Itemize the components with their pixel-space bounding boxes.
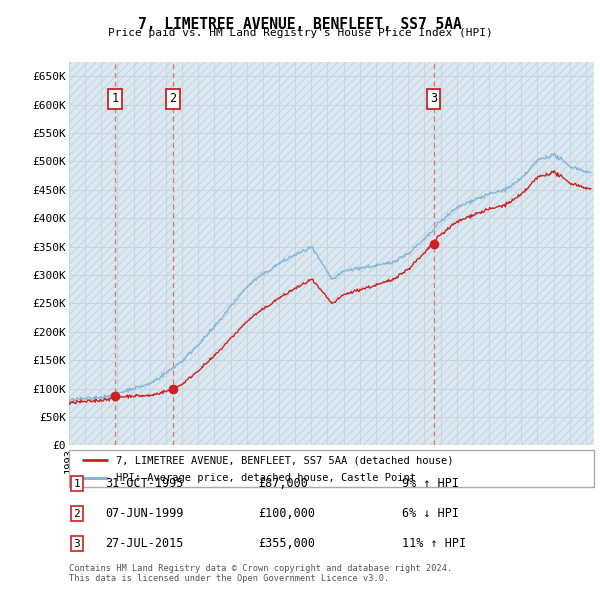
Text: £100,000: £100,000 <box>258 507 315 520</box>
Text: 6% ↓ HPI: 6% ↓ HPI <box>402 507 459 520</box>
Text: 1: 1 <box>111 93 118 106</box>
Text: 31-OCT-1995: 31-OCT-1995 <box>105 477 184 490</box>
Text: 11% ↑ HPI: 11% ↑ HPI <box>402 537 466 550</box>
Text: 27-JUL-2015: 27-JUL-2015 <box>105 537 184 550</box>
Text: Price paid vs. HM Land Registry's House Price Index (HPI): Price paid vs. HM Land Registry's House … <box>107 28 493 38</box>
Text: 7, LIMETREE AVENUE, BENFLEET, SS7 5AA (detached house): 7, LIMETREE AVENUE, BENFLEET, SS7 5AA (d… <box>116 455 454 466</box>
FancyBboxPatch shape <box>69 450 594 487</box>
Text: £87,000: £87,000 <box>258 477 308 490</box>
Text: 3: 3 <box>73 539 80 549</box>
Text: 7, LIMETREE AVENUE, BENFLEET, SS7 5AA: 7, LIMETREE AVENUE, BENFLEET, SS7 5AA <box>138 17 462 31</box>
Text: £355,000: £355,000 <box>258 537 315 550</box>
Text: 9% ↑ HPI: 9% ↑ HPI <box>402 477 459 490</box>
Text: 2: 2 <box>73 509 80 519</box>
Text: 3: 3 <box>430 93 437 106</box>
Text: 07-JUN-1999: 07-JUN-1999 <box>105 507 184 520</box>
Text: HPI: Average price, detached house, Castle Point: HPI: Average price, detached house, Cast… <box>116 473 416 483</box>
Text: 1: 1 <box>73 478 80 489</box>
Text: 2: 2 <box>169 93 176 106</box>
Text: Contains HM Land Registry data © Crown copyright and database right 2024.
This d: Contains HM Land Registry data © Crown c… <box>69 563 452 583</box>
